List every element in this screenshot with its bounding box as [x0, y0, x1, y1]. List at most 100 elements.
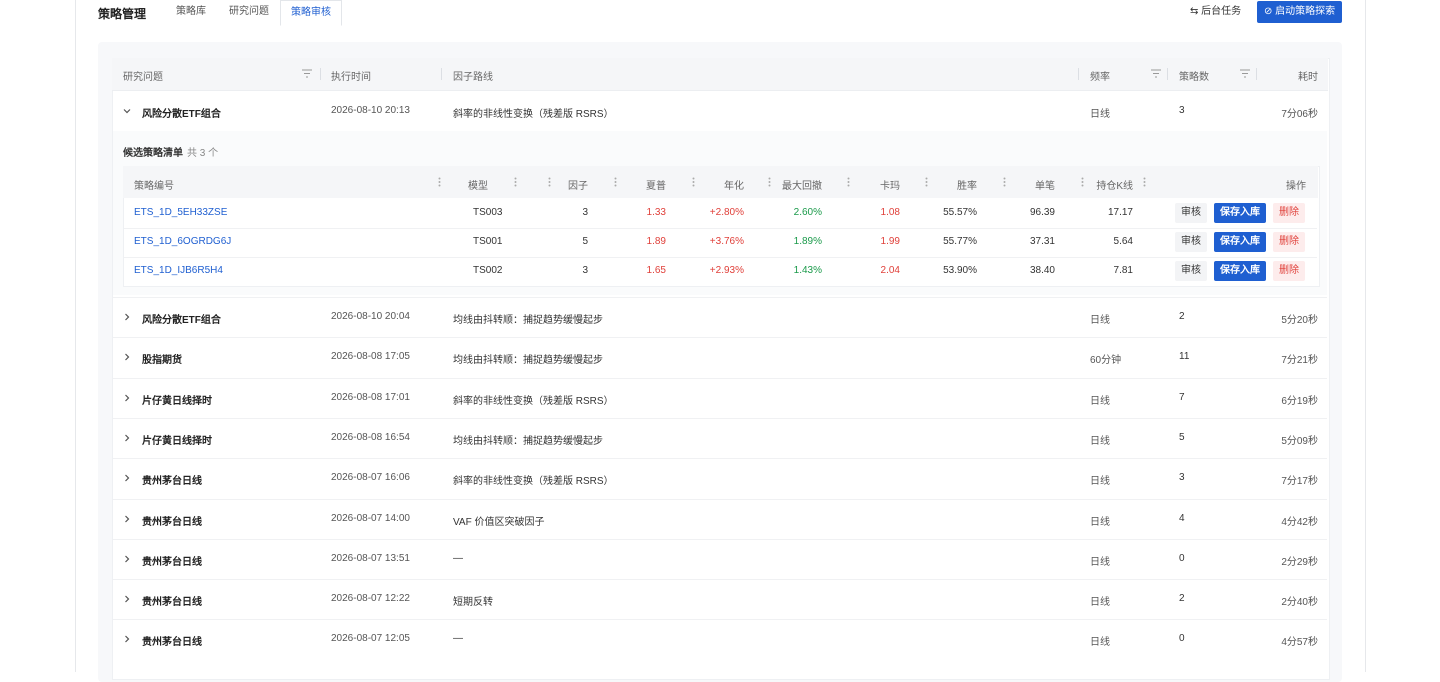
row-divider [124, 228, 1317, 229]
strategy-metric: 96.39 [1029, 207, 1055, 218]
expand-toggle[interactable] [122, 106, 132, 116]
column-header: 频率 [1090, 72, 1110, 83]
row-route: 斜率的非线性变换（残差版 RSRS） [453, 476, 614, 488]
column-separator [320, 68, 321, 80]
expand-toggle[interactable] [122, 352, 132, 362]
button-icon: ⇆ [1190, 6, 1202, 17]
filter-icon[interactable] [1151, 69, 1161, 81]
row-name: 片仔黄日线择时 [142, 435, 212, 447]
row-route: 斜率的非线性变换（残差版 RSRS） [453, 395, 614, 407]
row-duration: 6分19秒 [1281, 395, 1318, 407]
expand-toggle[interactable] [122, 554, 132, 564]
delete-button[interactable]: 删除 [1273, 203, 1305, 223]
row-frequency: 日线 [1090, 395, 1110, 407]
row-route: 均线由抖转顺：捕捉趋势缓慢起步 [453, 355, 603, 367]
strategy-id[interactable]: ETS_1D_5EH33ZSE [134, 207, 228, 218]
row-name: 风险分散ETF组合 [142, 315, 221, 326]
row-divider [113, 297, 1327, 298]
expand-toggle[interactable] [122, 393, 132, 403]
row-name: 贵州茅台日线 [142, 637, 202, 649]
background-tasks-button[interactable]: ⇆ 后台任务 [1184, 2, 1247, 22]
row-time: 2026-08-10 20:13 [331, 105, 410, 116]
strategy-metric: 3 [582, 207, 588, 218]
column-separator [1078, 68, 1079, 80]
row-divider [113, 417, 1327, 419]
column-menu-icon[interactable] [1081, 177, 1084, 190]
save-button[interactable]: 保存入库 [1214, 203, 1266, 223]
column-menu-icon[interactable] [1143, 177, 1146, 190]
column-menu-icon[interactable] [548, 177, 551, 190]
strategy-metric: 55.57% [943, 207, 977, 218]
row-name: 贵州茅台日线 [142, 597, 202, 609]
save-button[interactable]: 保存入库 [1214, 232, 1266, 252]
candidate-column-header: 操作 [1286, 181, 1306, 192]
strategy-metric: 1.65 [646, 265, 666, 276]
expand-toggle[interactable] [122, 473, 132, 483]
filter-icon[interactable] [1240, 69, 1250, 81]
row-count: 7 [1179, 391, 1185, 403]
column-menu-icon[interactable] [847, 177, 850, 190]
strategy-metric: 1.08 [880, 207, 900, 218]
tab[interactable]: 策略库 [176, 6, 206, 17]
row-name: 贵州茅台日线 [142, 476, 202, 488]
row-frequency: 日线 [1090, 516, 1110, 528]
column-menu-icon[interactable] [438, 177, 441, 190]
candidate-column-header: 胜率 [957, 181, 977, 192]
row-frequency: 日线 [1090, 597, 1110, 609]
save-button[interactable]: 保存入库 [1214, 261, 1266, 281]
column-menu-icon[interactable] [768, 177, 771, 190]
strategy-id[interactable]: ETS_1D_6OGRDG6J [134, 236, 232, 247]
expand-toggle[interactable] [122, 514, 132, 524]
column-header: 策略数 [1179, 72, 1209, 83]
row-time: 2026-08-08 17:05 [331, 351, 410, 363]
row-divider [113, 538, 1327, 540]
tab-active[interactable]: 策略审核 [280, 0, 342, 26]
tab[interactable]: 研究问题 [229, 6, 269, 17]
column-separator [1256, 68, 1257, 80]
row-name: 贵州茅台日线 [142, 556, 202, 568]
row-count: 3 [1179, 472, 1185, 484]
row-count: 2 [1179, 311, 1185, 322]
strategy-metric: 2.60% [793, 207, 822, 218]
column-header: 耗时 [1298, 72, 1318, 83]
delete-button[interactable]: 删除 [1273, 232, 1305, 252]
row-route: 均线由抖转顺：捕捉趋势缓慢起步 [453, 435, 603, 447]
review-button[interactable]: 审核 [1175, 232, 1207, 252]
strategy-metric: 5.64 [1113, 236, 1133, 247]
candidate-table-header [123, 166, 1318, 198]
row-count: 0 [1179, 552, 1185, 564]
row-frequency: 日线 [1090, 315, 1110, 326]
row-duration: 2分40秒 [1281, 597, 1318, 609]
column-menu-icon[interactable] [925, 177, 928, 190]
row-time: 2026-08-07 12:05 [331, 633, 410, 645]
row-count: 5 [1179, 431, 1185, 443]
page-title: 策略管理 [98, 7, 147, 21]
frame [75, 0, 1366, 672]
row-time: 2026-08-07 12:22 [331, 593, 410, 605]
strategy-model: TS001 [473, 236, 503, 247]
strategy-metric: 55.77% [943, 236, 977, 247]
expand-toggle[interactable] [122, 312, 132, 322]
row-time: 2026-08-07 14:00 [331, 512, 410, 524]
strategy-metric: +2.93% [709, 265, 744, 276]
filter-icon[interactable] [302, 69, 312, 81]
expand-toggle[interactable] [122, 594, 132, 604]
row-divider [113, 377, 1327, 379]
expand-toggle[interactable] [122, 634, 132, 644]
expand-toggle[interactable] [122, 433, 132, 443]
row-time: 2026-08-07 13:51 [331, 552, 410, 564]
column-menu-icon[interactable] [692, 177, 695, 190]
delete-button[interactable]: 删除 [1273, 261, 1305, 281]
strategy-metric: 37.31 [1029, 236, 1055, 247]
column-menu-icon[interactable] [614, 177, 617, 190]
column-menu-icon[interactable] [1003, 177, 1006, 190]
row-duration: 7分17秒 [1281, 476, 1318, 488]
start-exploration-button[interactable]: ⊘ 启动策略探索 [1257, 1, 1343, 23]
strategy-id[interactable]: ETS_1D_IJB6R5H4 [134, 265, 223, 276]
column-menu-icon[interactable] [514, 177, 517, 190]
row-route: 斜率的非线性变换（残差版 RSRS） [453, 109, 614, 120]
review-button[interactable]: 审核 [1175, 203, 1207, 223]
button-icon: ⊘ [1264, 6, 1276, 17]
row-route: VAF 价值区突破因子 [453, 516, 545, 528]
review-button[interactable]: 审核 [1175, 261, 1207, 281]
